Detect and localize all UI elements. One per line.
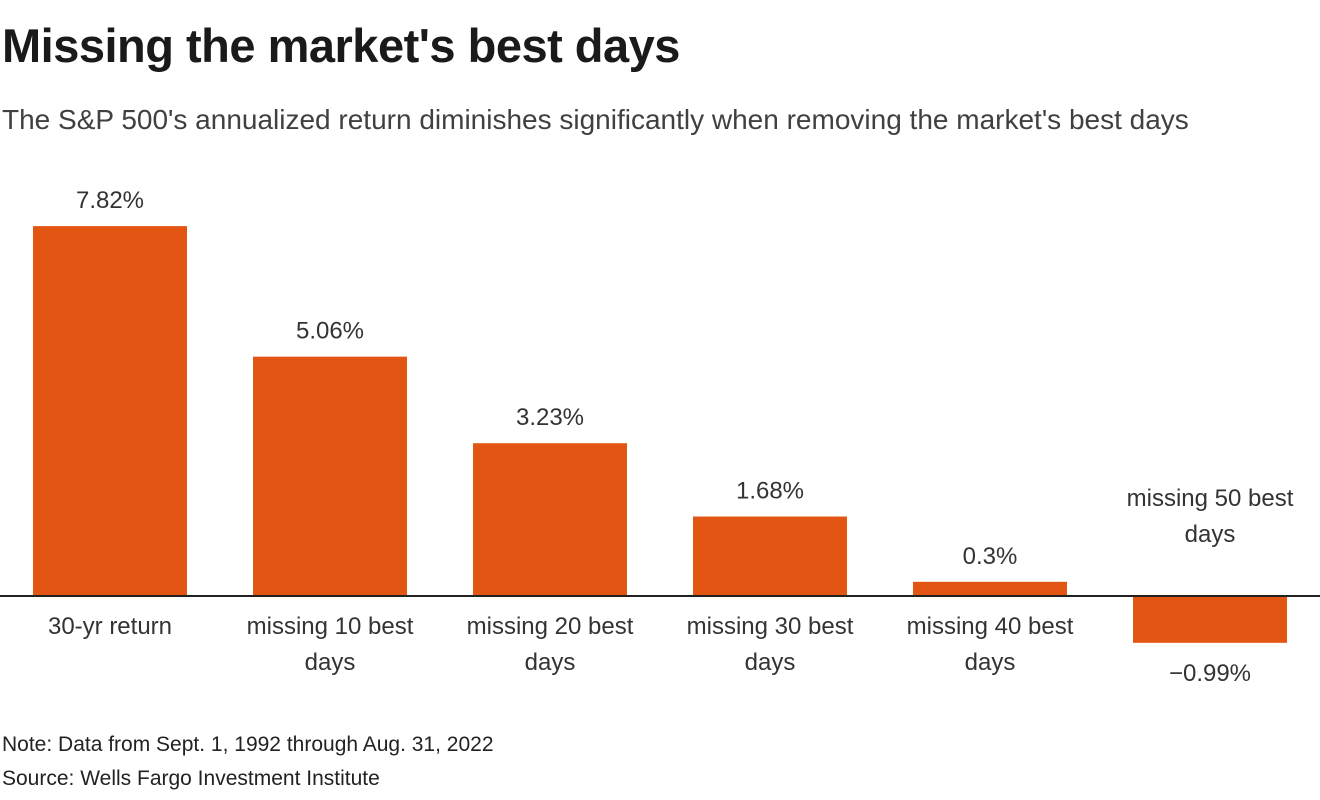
category-label-5-line-1: missing 40 best	[907, 613, 1074, 640]
bars-group	[33, 226, 1287, 643]
chart-subtitle: The S&P 500's annualized return diminish…	[2, 104, 1189, 135]
value-label-4: 1.68%	[736, 478, 804, 505]
bar-1	[33, 226, 187, 596]
category-label-5-line-2: days	[965, 649, 1016, 676]
bar-chart: 7.82% 5.06% 3.23% 1.68% 0.3% −0.99% 30-yr ret…	[0, 187, 1320, 687]
bar-5	[913, 581, 1067, 596]
category-label-6-line-1: missing 50 best	[1127, 485, 1294, 512]
value-label-1: 7.82%	[76, 187, 144, 214]
chart-title: Missing the market's best days	[2, 19, 680, 72]
value-label-2: 5.06%	[296, 318, 364, 345]
category-label-2-line-2: days	[305, 649, 356, 676]
category-label-3-line-2: days	[525, 649, 576, 676]
category-labels-group: 30-yr return missing 10 best days missing 2…	[48, 485, 1294, 676]
category-label-2-line-1: missing 10 best	[247, 613, 414, 640]
value-labels-group: 7.82% 5.06% 3.23% 1.68% 0.3% −0.99%	[76, 187, 1251, 687]
bar-6	[1133, 596, 1287, 643]
bar-2	[253, 356, 407, 596]
value-label-6: −0.99%	[1169, 660, 1251, 687]
bar-3	[473, 443, 627, 596]
category-label-4-line-1: missing 30 best	[687, 613, 854, 640]
category-label-4-line-2: days	[745, 649, 796, 676]
category-label-1-line-1: 30-yr return	[48, 613, 172, 640]
category-label-3-line-1: missing 20 best	[467, 613, 634, 640]
chart-note: Note: Data from Sept. 1, 1992 through Au…	[2, 733, 494, 756]
bar-4	[693, 516, 847, 596]
value-label-5: 0.3%	[963, 543, 1018, 570]
value-label-3: 3.23%	[516, 404, 584, 431]
chart-source: Source: Wells Fargo Investment Institute	[2, 767, 380, 790]
category-label-6-line-2: days	[1185, 521, 1236, 548]
